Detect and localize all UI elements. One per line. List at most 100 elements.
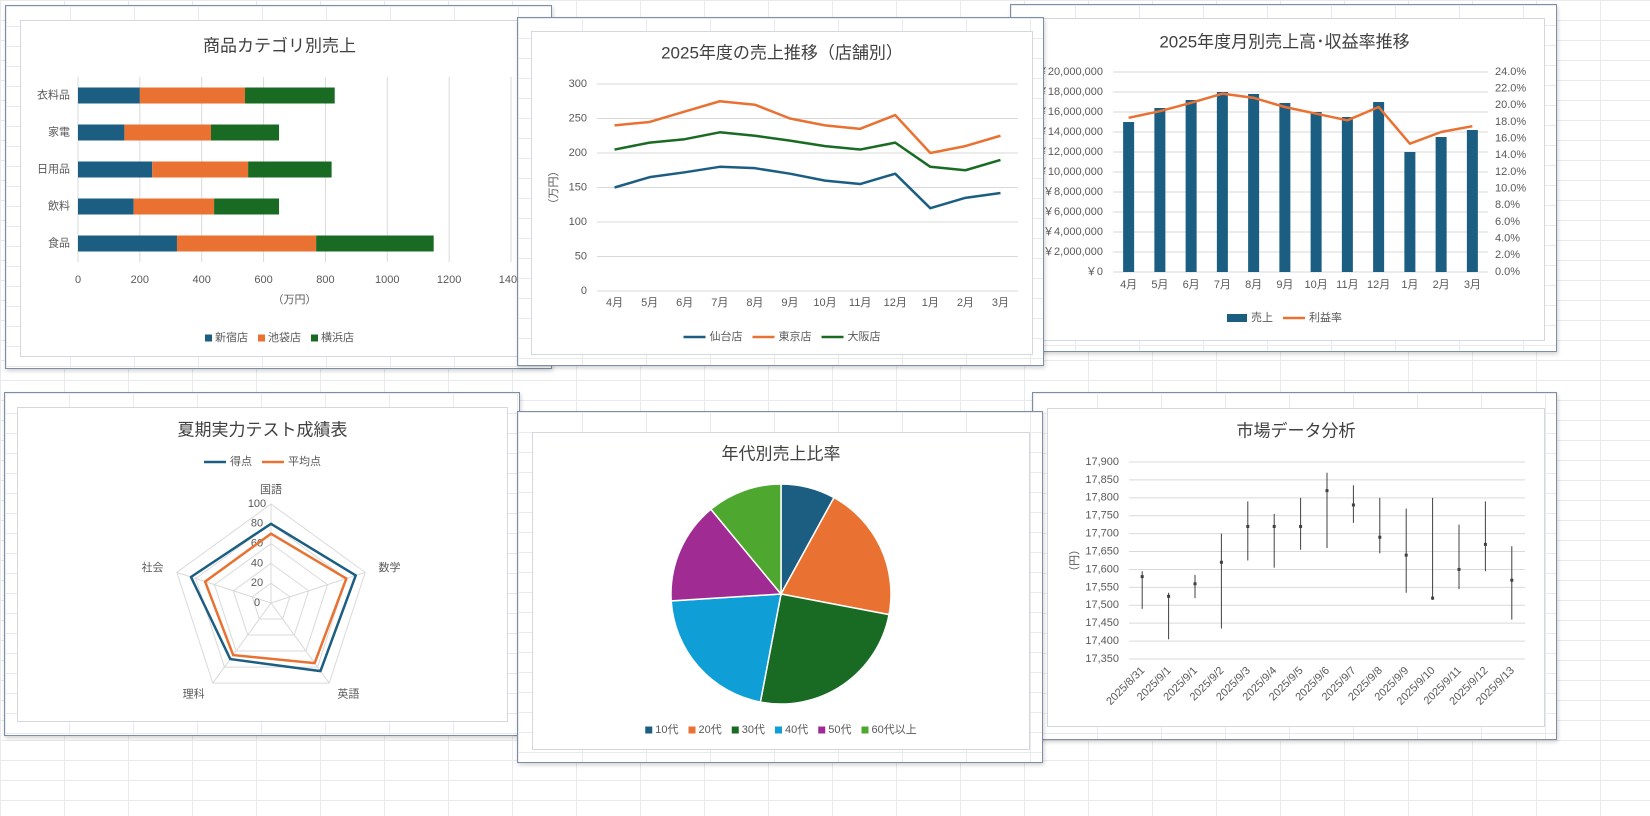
x-tick-label: 10月 (1305, 279, 1328, 291)
y-tick-label: ￥14,000,000 (1037, 126, 1103, 138)
x-tick-label: 5月 (641, 297, 658, 309)
x-tick-label: 600 (254, 274, 272, 286)
y2-tick-label: 6.0% (1495, 216, 1520, 228)
x-tick-label: 7月 (1214, 279, 1231, 291)
x-tick-label: 1200 (437, 274, 461, 286)
grid-line (213, 542, 329, 652)
grid-line (232, 562, 310, 636)
y-tick-label: ￥8,000,000 (1043, 186, 1103, 198)
y2-tick-label: 0.0% (1495, 266, 1520, 278)
legend-label: 40代 (785, 723, 808, 736)
chart-title: 年代別売上比率 (722, 444, 841, 463)
y-tick-label: ￥10,000,000 (1037, 166, 1103, 178)
bar (1248, 94, 1260, 272)
legend-swatch (818, 726, 826, 734)
legend-label: 売上 (1251, 311, 1273, 324)
y-tick-label: 17,450 (1085, 617, 1119, 629)
bar (1404, 152, 1416, 272)
chart: 市場データ分析 17,350 17,400 17,450 17,500 17,550 17,… (1047, 408, 1545, 727)
x-tick-label: 5月 (1151, 279, 1168, 291)
y-tick-label: 200 (569, 147, 587, 159)
y2-tick-label: 12.0% (1495, 166, 1526, 178)
x-axis-title: （万円） (273, 293, 317, 306)
bar (78, 124, 125, 141)
bar (1279, 103, 1291, 272)
bar (1185, 100, 1197, 272)
bar (1154, 108, 1166, 272)
bar (1341, 117, 1353, 272)
close-marker (1272, 524, 1276, 528)
x-tick-label: 12月 (1367, 279, 1390, 291)
y-tick-label: 17,750 (1085, 510, 1119, 522)
axis-label: 数学 (378, 560, 400, 574)
chart-window: 年代別売上比率 10代 20代 30代 40代 50代 60代以上 (517, 411, 1043, 763)
axis-label: 社会 (142, 560, 164, 574)
bar (1373, 102, 1385, 272)
chart-window: 商品カテゴリ別売上 0 200 400 600 800 1000 1200 1400 衣料品 家電日… (5, 5, 552, 369)
x-tick-label: 12月 (884, 297, 907, 309)
close-marker (1167, 594, 1171, 598)
pie-slice (709, 483, 782, 597)
legend: 仙台店 東京店 大阪店 (683, 329, 881, 343)
legend-label: 大阪店 (848, 329, 881, 343)
y-tick-label: 17,700 (1085, 528, 1119, 540)
y-tick-label: 17,350 (1085, 653, 1119, 665)
y-tick-label: 17,500 (1085, 599, 1119, 611)
y-tick-label: 17,550 (1085, 581, 1119, 593)
r-tick-label: 100 (248, 498, 266, 510)
chart-title: 2025年度月別売上高･収益率推移 (1159, 32, 1409, 51)
legend-swatch (1227, 314, 1247, 322)
y-tick-label: ￥2,000,000 (1043, 246, 1103, 258)
chart-title: 2025年度の売上推移（店舗別） (661, 43, 903, 62)
bar (133, 198, 215, 215)
bar (1435, 137, 1447, 272)
x-tick-label: 1月 (922, 297, 939, 309)
r-tick-label: 80 (251, 518, 263, 530)
x-tick-label: 200 (131, 274, 149, 286)
legend-label: 平均点 (288, 454, 321, 468)
legend-label: 仙台店 (710, 329, 743, 343)
close-marker (1193, 582, 1197, 586)
close-marker (1510, 578, 1514, 582)
y-tick-label: ￥20,000,000 (1037, 66, 1103, 78)
close-marker (1299, 524, 1303, 528)
grid-line (251, 582, 291, 620)
y2-tick-label: 22.0% (1495, 83, 1526, 95)
chart-title: 商品カテゴリ別売上 (203, 35, 356, 55)
chart: 年代別売上比率 10代 20代 30代 40代 50代 60代以上 (532, 432, 1030, 750)
y-tick-label: ￥12,000,000 (1037, 146, 1103, 158)
legend-swatch (205, 334, 212, 342)
x-tick-label: 2月 (957, 297, 974, 309)
x-tick-label: 1月 (1401, 279, 1418, 291)
legend-label: 30代 (742, 723, 765, 736)
y-tick-label: 食品 (48, 236, 70, 249)
bar (1123, 122, 1135, 272)
legend-swatch (731, 726, 739, 734)
y-tick-label: 17,900 (1085, 456, 1119, 468)
close-marker (1431, 596, 1435, 600)
bar (78, 198, 134, 215)
y2-tick-label: 20.0% (1495, 99, 1526, 111)
r-tick-label: 20 (251, 577, 263, 589)
close-marker (1483, 542, 1487, 546)
y-tick-label: 17,800 (1085, 492, 1119, 504)
close-marker (1140, 575, 1144, 579)
y-tick-label: 300 (569, 78, 587, 90)
y-tick-label: 17,850 (1085, 474, 1119, 486)
axis-label: 理科 (183, 686, 205, 700)
radar-line (189, 522, 357, 673)
close-marker (1351, 503, 1355, 507)
legend-label: 池袋店 (268, 330, 301, 344)
axis-label: 英語 (337, 686, 359, 700)
chart-window: 2025年度の売上推移（店舗別） 0 50 100 150 200 250 300 4月 5月 6月… (517, 17, 1044, 366)
legend-swatch (688, 726, 696, 734)
y-tick-label: 150 (569, 181, 587, 193)
y-tick-label: 17,400 (1085, 635, 1119, 647)
x-tick-label: 7月 (711, 297, 728, 309)
x-tick-label: 11月 (1336, 279, 1358, 291)
y-tick-label: 17,650 (1085, 545, 1119, 557)
legend-swatch (311, 334, 318, 342)
y-tick-label: ￥18,000,000 (1037, 86, 1103, 98)
